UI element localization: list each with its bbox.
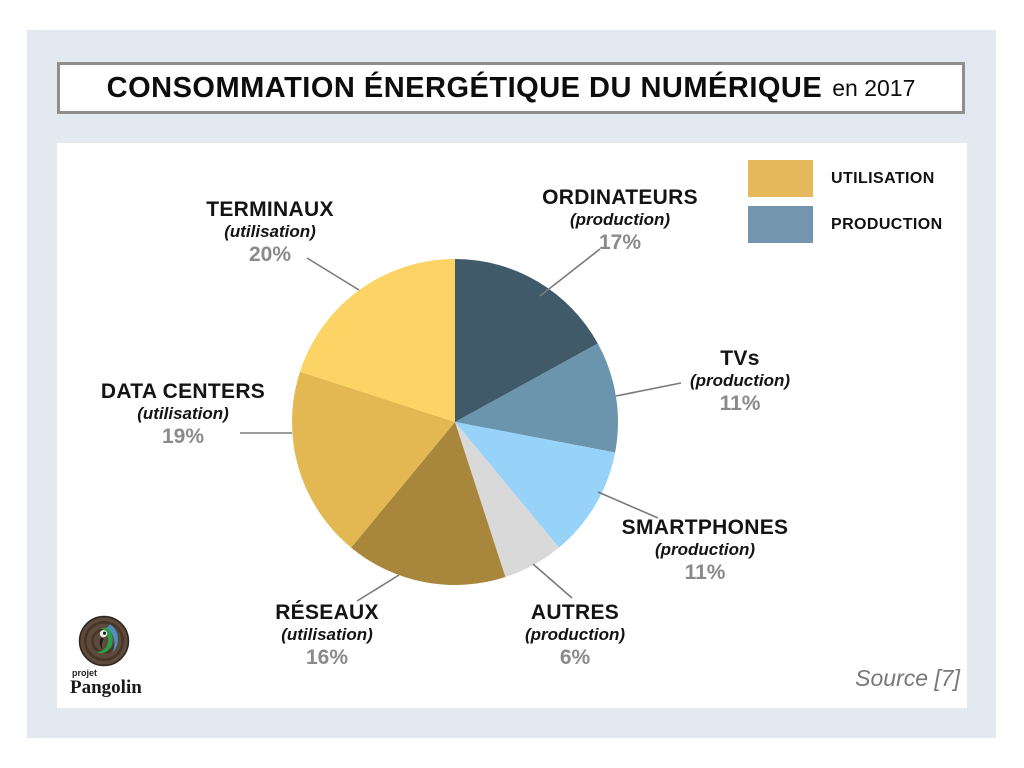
slice-label-ordinateurs: ORDINATEURS (production) 17%: [542, 186, 698, 255]
logo-projet-text: projet: [72, 668, 98, 678]
pangolin-logo: projet Pangolin: [70, 615, 160, 697]
leader-line-tvs: [615, 382, 682, 397]
slice-label-group: (utilisation): [224, 222, 316, 242]
pie-slice-ordinateurs: [455, 259, 598, 422]
slice-label-réseaux: RÉSEAUX (utilisation) 16%: [275, 601, 379, 670]
slice-label-group: (production): [689, 371, 791, 391]
slice-label-tvs: TVs (production) 11%: [690, 347, 790, 416]
legend-swatch-utilisation: [748, 160, 813, 197]
slice-label-group: (production): [654, 540, 756, 560]
slice-label-group: (utilisation): [137, 404, 229, 424]
legend-label-utilisation: UTILISATION: [831, 169, 935, 187]
leader-line-réseaux: [356, 574, 400, 602]
slice-label-percent: 17%: [598, 230, 642, 254]
slice-label-percent: 11%: [684, 560, 726, 584]
legend-label-production: PRODUCTION: [831, 215, 943, 233]
pie-slice-smartphones: [455, 422, 616, 548]
source-reference: Source [7]: [855, 665, 960, 691]
leader-lines: [240, 248, 682, 602]
leader-line-smartphones: [597, 491, 659, 519]
logo-name-text: Pangolin: [70, 677, 142, 698]
page-title: CONSOMMATION ÉNERGÉTIQUE DU NUMÉRIQUE: [106, 71, 823, 104]
leader-line-ordinateurs: [539, 248, 601, 297]
slice-label-group: (utilisation): [281, 625, 373, 645]
pie-slice-autres: [455, 422, 559, 577]
slice-label-name: DATA CENTERS: [100, 380, 266, 403]
title-box: CONSOMMATION ÉNERGÉTIQUE DU NUMÉRIQUE en…: [57, 62, 965, 114]
pie-slice-terminaux: [300, 259, 455, 422]
slice-label-terminaux: TERMINAUX (utilisation) 20%: [206, 198, 334, 267]
slice-label-autres: AUTRES (production) 6%: [525, 601, 625, 670]
slice-label-group: (production): [524, 625, 626, 645]
slice-label-percent: 20%: [248, 242, 292, 266]
slice-label-data-centers: DATA CENTERS (utilisation) 19%: [101, 380, 265, 449]
slice-label-percent: 6%: [559, 645, 591, 669]
slice-label-name: SMARTPHONES: [621, 516, 789, 539]
slice-label-name: ORDINATEURS: [542, 186, 698, 209]
pangolin-logo-icon: [78, 615, 130, 667]
legend-swatch-production: [748, 206, 813, 243]
page-title-year: en 2017: [832, 74, 916, 101]
leader-line-terminaux: [306, 257, 360, 291]
slice-label-smartphones: SMARTPHONES (production) 11%: [622, 516, 789, 585]
pie-slice-réseaux: [351, 422, 506, 585]
legend-item-production: PRODUCTION: [748, 206, 943, 243]
legend-item-utilisation: UTILISATION: [748, 160, 935, 197]
pie-slice-data-centers: [292, 371, 455, 548]
slice-label-name: RÉSEAUX: [275, 601, 379, 624]
slice-label-group: (production): [569, 210, 671, 230]
pie-slice-tvs: [455, 343, 618, 453]
slice-label-name: AUTRES: [530, 601, 620, 624]
pie-slices: [292, 259, 618, 585]
leader-line-autres: [532, 563, 573, 599]
slice-label-percent: 11%: [719, 391, 761, 415]
slice-label-name: TERMINAUX: [206, 198, 334, 221]
slice-label-percent: 19%: [161, 424, 205, 448]
slice-label-name: TVs: [720, 347, 760, 370]
slice-label-percent: 16%: [305, 645, 349, 669]
